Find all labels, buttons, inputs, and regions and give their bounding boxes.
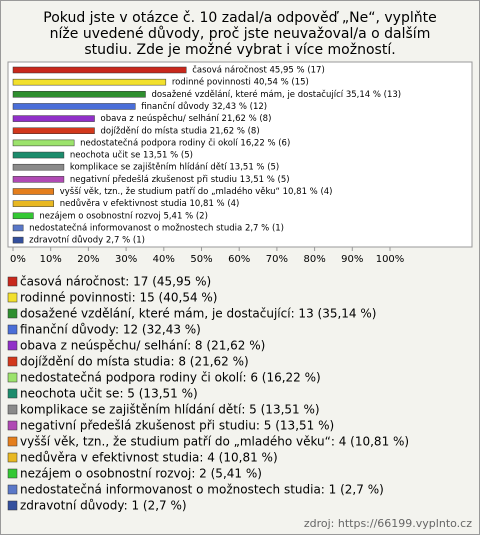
bar (12, 200, 55, 207)
x-tick-label: 90% (341, 254, 363, 265)
legend-label: vyšší věk, tzn., že studium patří do „ml… (20, 435, 409, 449)
legend-label: nedostatečná podpora rodiny či okolí: 6 … (20, 371, 321, 385)
legend-label: nedostatečná informovanost o možnostech … (20, 483, 384, 497)
legend-label: neochota učit se: 5 (13,51 %) (20, 387, 198, 401)
bar (12, 66, 187, 74)
bar-label: rodinné povinnosti 40,54 % (15) (172, 77, 309, 88)
legend-label: negativní předešlá zkušenost při studiu:… (20, 419, 334, 433)
bar (12, 103, 136, 110)
chart-title: Pokud jste v otázce č. 10 zadal/a odpově… (43, 10, 437, 58)
bar (12, 127, 95, 134)
legend-swatch (7, 500, 18, 511)
x-tick-label: 40% (153, 254, 175, 265)
bar-label: časová náročnost 45,95 % (17) (192, 65, 325, 76)
legend-swatch (7, 452, 18, 463)
bar-label: finanční důvody 32,43 % (12) (141, 101, 267, 112)
bar-label: obava z neúspěchu/ selhání 21,62 % (8) (101, 114, 272, 124)
legend-swatch (7, 340, 18, 351)
legend-swatch (7, 420, 18, 431)
bar (12, 188, 55, 195)
x-tick-label: 0% (10, 254, 26, 265)
bar-label: zdravotní důvody 2,7 % (1) (29, 235, 145, 246)
bar-label: neochota učit se 13,51 % (5) (70, 150, 193, 161)
legend-swatch (7, 436, 18, 447)
bar-label: komplikace se zajištěním hlídání dětí 13… (70, 162, 279, 173)
legend-swatch (7, 372, 18, 383)
bar-label: nezájem o osobnostní rozvoj 5,41 % (2) (39, 211, 208, 221)
x-tick-label: 50% (190, 254, 212, 265)
legend-label: nedůvěra v efektivnost studia: 4 (10,81 … (20, 451, 278, 465)
legend-label: časová náročnost: 17 (45,95 %) (20, 275, 211, 289)
legend-swatch (7, 276, 18, 287)
legend-swatch (7, 388, 18, 399)
legend-swatch (7, 292, 18, 303)
bar (12, 78, 167, 86)
legend-label: dosažené vzdělání, které mám, je dostaču… (20, 307, 376, 321)
legend-label: obava z neúspěchu/ selhání: 8 (21,62 %) (20, 339, 265, 353)
legend-swatch (7, 484, 18, 495)
legend-label: dojíždění do místa studia: 8 (21,62 %) (20, 355, 249, 369)
bar-label: nedostatečná podpora rodiny či okolí 16,… (80, 137, 290, 148)
x-tick-label: 30% (115, 254, 137, 265)
bar (12, 212, 34, 220)
legend-label: zdravotní důvody: 1 (2,7 %) (20, 499, 187, 513)
bar-label: dojíždění do místa studia 21,62 % (8) (101, 126, 260, 136)
x-tick-label: 80% (303, 254, 325, 265)
bar (12, 176, 65, 183)
legend-label: finanční důvody: 12 (32,43 %) (20, 323, 201, 337)
bar-label: vyšší věk, tzn., že studium patří do „ml… (60, 186, 333, 197)
bar (12, 115, 95, 122)
bar-label: nedůvěra v efektivnost studia 10,81 % (4… (60, 198, 240, 209)
legend-swatch (7, 308, 18, 319)
x-tick-label: 100% (376, 254, 405, 265)
bar (12, 163, 65, 171)
bar (12, 224, 24, 232)
legend-swatch (7, 404, 18, 415)
bar-label: nedostatečná informovanost o možnostech … (29, 222, 284, 233)
source: zdroj: https://66199.vyplnto.cz (304, 517, 472, 530)
legend-label: nezájem o osobnostní rozvoj: 2 (5,41 %) (20, 467, 262, 481)
bar (12, 139, 75, 147)
bar-label: dosažené vzdělání, které mám, je dostaču… (151, 89, 401, 100)
legend-label: komplikace se zajištěním hlídání dětí: 5… (20, 403, 320, 417)
bar (12, 236, 24, 244)
bar (12, 151, 65, 159)
x-tick-label: 70% (266, 254, 288, 265)
legend-swatch (7, 468, 18, 479)
x-tick-label: 60% (228, 254, 250, 265)
bar (12, 91, 146, 98)
bar-label: negativní předešlá zkušenost při studiu … (70, 174, 290, 185)
x-tick-label: 10% (40, 254, 62, 265)
legend-swatch (7, 324, 18, 335)
legend-label: rodinné povinnosti: 15 (40,54 %) (20, 291, 217, 305)
x-tick-label: 20% (77, 254, 99, 265)
legend-swatch (7, 356, 18, 367)
